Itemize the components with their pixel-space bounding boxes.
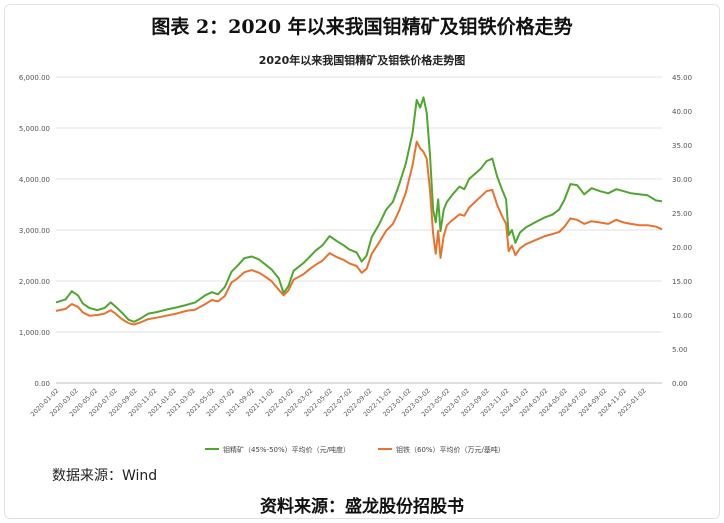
series-line-mo-concentrate: [55, 96, 663, 323]
y-right-tick-label: 20.00: [672, 244, 692, 252]
y-right-tick-label: 30.00: [672, 176, 692, 184]
y-left-tick-label: 6,000.00: [19, 74, 50, 82]
y-right-tick-label: 25.00: [672, 210, 692, 218]
y-left-tick-label: 1,000.00: [19, 329, 50, 337]
y-left-tick-label: 4,000.00: [19, 176, 50, 184]
y-right-tick-label: 15.00: [672, 278, 692, 286]
legend-label: 钼铁（60%）平均价（万元/基吨）: [396, 445, 505, 454]
series-line-ferromolybdenum: [55, 140, 663, 326]
chart-title: 2020年以来我国钼精矿及钼铁价格走势图: [259, 53, 466, 67]
legend-label: 钼精矿（45%-50%）平均价（元/吨度）: [223, 445, 350, 454]
y-right-tick-label: 45.00: [672, 74, 692, 82]
y-left-tick-label: 3,000.00: [19, 227, 50, 235]
y-right-tick-label: 40.00: [672, 108, 692, 116]
y-left-tick-label: 2,000.00: [19, 278, 50, 286]
figure-title: 图表 2：2020 年以来我国钼精矿及钼铁价格走势: [151, 16, 573, 38]
y-right-tick-label: 5.00: [672, 346, 688, 354]
y-left-tick-label: 0.00: [34, 380, 50, 388]
document-source-note: 资料来源：盛龙股份招股书: [260, 497, 464, 517]
data-source-note: 数据来源：Wind: [52, 468, 158, 484]
y-right-tick-label: 35.00: [672, 142, 692, 150]
y-right-tick-label: 0.00: [672, 380, 688, 388]
y-left-tick-label: 5,000.00: [19, 125, 50, 133]
y-right-tick-label: 10.00: [672, 312, 692, 320]
